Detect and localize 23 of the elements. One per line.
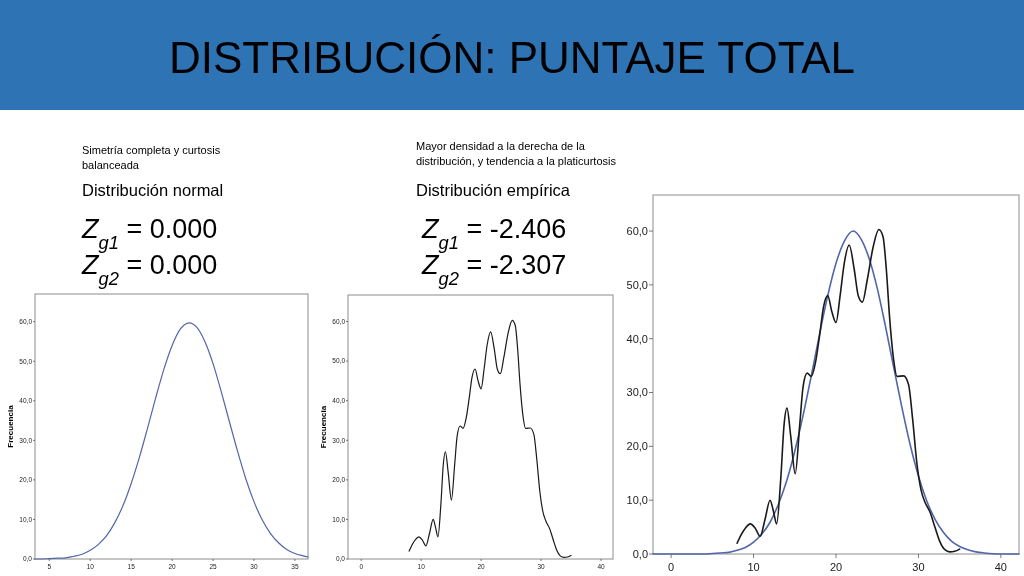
x-tick-label: 40: [994, 561, 1007, 573]
y-tick-label: 50,0: [626, 278, 648, 291]
chart-subtitle: Distribución empírica: [416, 181, 571, 199]
line-series: [408, 319, 572, 559]
y-axis-title: Frecuencia: [6, 404, 15, 448]
x-tick-label: 20: [829, 561, 843, 573]
chart-subtitle: Distribución normal: [82, 181, 224, 199]
line-series: [34, 322, 309, 560]
y-tick-label: 40,0: [626, 332, 648, 345]
text: Simetría completa y curtosis balanceada: [82, 144, 221, 172]
x-tick-label: 0: [668, 561, 675, 573]
text: DISTRIBUCIÓN: PUNTAJE TOTAL: [168, 33, 856, 82]
y-tick-label: 20,0: [626, 440, 648, 453]
x-tick-label: 10: [747, 561, 760, 573]
y-tick-label: 0,0: [632, 547, 648, 560]
text: Mayor densidad a la derecha de la distribución, y tendencia a la platicurtosis: [416, 140, 617, 168]
line-series: [652, 230, 1020, 555]
y-tick-label: 10,0: [626, 494, 648, 507]
y-tick-label: 30,0: [626, 386, 648, 399]
x-tick-label: 30: [912, 561, 925, 573]
y-tick-label: 60,0: [626, 224, 648, 237]
y-axis-title: Frecuencia: [319, 405, 328, 449]
line-series: [736, 228, 961, 553]
